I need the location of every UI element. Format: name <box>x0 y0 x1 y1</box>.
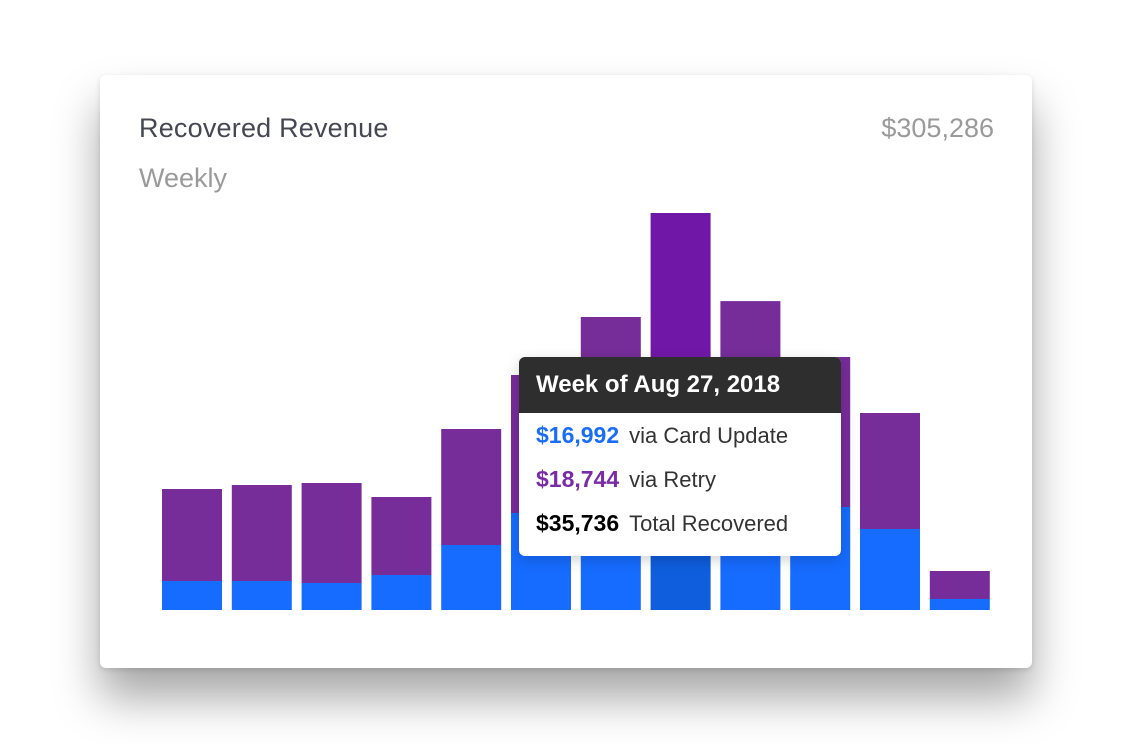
bar-retry-12[interactable] <box>929 571 990 599</box>
tooltip-card-update-label: via Card Update <box>629 423 789 448</box>
tooltip-title: Week of Aug 27, 2018 <box>519 357 841 413</box>
bar-card-update-11[interactable] <box>860 529 920 610</box>
chart-tooltip: Week of Aug 27, 2018 $16,992 via Card Upd… <box>519 357 841 556</box>
tooltip-retry-value: $18,744 <box>536 466 620 492</box>
tooltip-total-value: $35,736 <box>536 510 620 536</box>
tooltip-row-total: $35,736 Total Recovered <box>519 501 841 545</box>
bar-card-update-5[interactable] <box>441 545 502 610</box>
bar-card-update-1[interactable] <box>162 581 222 610</box>
bar-card-update-3[interactable] <box>301 583 362 610</box>
bar-card-update-2[interactable] <box>231 581 292 610</box>
tooltip-retry-label: via Retry <box>629 467 716 492</box>
bar-card-update-12[interactable] <box>929 599 990 610</box>
tooltip-card-update-value: $16,992 <box>536 422 620 448</box>
card-subtitle: Weekly <box>139 163 228 193</box>
bar-card-update-4[interactable] <box>371 575 432 610</box>
tooltip-row-retry: $18,744 via Retry <box>519 457 841 501</box>
recovered-revenue-card: Recovered Revenue Weekly $305,286 Week o… <box>100 75 1032 668</box>
bar-retry-1[interactable] <box>162 489 222 581</box>
tooltip-total-label: Total Recovered <box>629 511 789 536</box>
bar-retry-2[interactable] <box>231 485 292 581</box>
bar-retry-4[interactable] <box>371 497 432 575</box>
bar-retry-3[interactable] <box>301 483 362 583</box>
total-revenue: $305,286 <box>881 113 994 143</box>
tooltip-row-card-update: $16,992 via Card Update <box>519 413 841 457</box>
bar-retry-5[interactable] <box>441 429 502 545</box>
card-title: Recovered Revenue <box>139 113 389 143</box>
bar-retry-11[interactable] <box>860 413 920 529</box>
